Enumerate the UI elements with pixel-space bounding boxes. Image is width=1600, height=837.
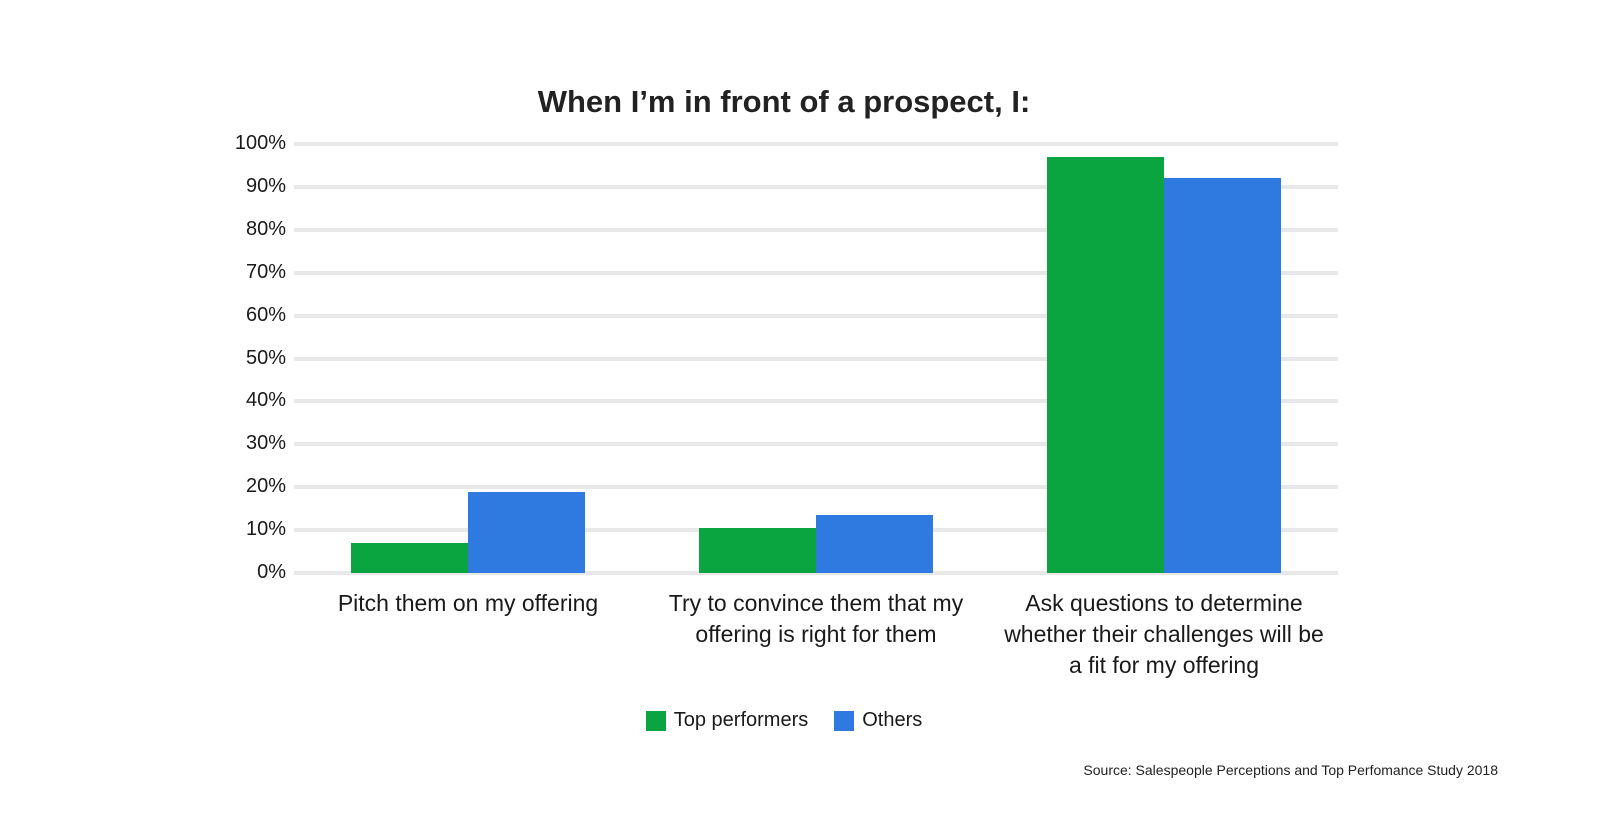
gridline [294,442,1338,447]
y-tick-label: 10% [245,518,286,541]
gridline [294,485,1338,490]
y-tick-label: 40% [245,389,286,412]
legend-item: Others [834,709,922,732]
gridline [294,571,1338,575]
y-tick-label: 50% [245,346,286,369]
y-tick-label: 60% [245,303,286,326]
gridline [294,142,1338,146]
gridline [294,399,1338,404]
x-category-label: Try to convince them that my offering is … [668,590,964,647]
bar-others [816,515,933,573]
x-category-label: Pitch them on my offering [337,590,599,616]
y-tick-label: 80% [245,217,286,240]
legend-label: Top performers [673,709,809,731]
gridline [294,313,1338,318]
legend-swatch [834,710,855,731]
bar-others [468,491,585,573]
y-tick-label: 20% [245,475,286,498]
chart-title: When I’m in front of a prospect, I: [537,84,1031,119]
bar-top-performers [699,527,816,573]
bar-top-performers [351,542,468,573]
legend-label: Others [862,709,923,731]
legend-swatch [645,710,666,731]
y-tick-label: 90% [245,174,286,197]
legend: Top performers Others [0,709,1568,732]
gridline [294,356,1338,361]
y-tick-label: 30% [245,432,286,455]
legend-item: Top performers [645,709,809,732]
bar-top-performers [1047,156,1164,573]
y-tick-label: 100% [234,132,286,154]
source-note: Source: Salespeople Perceptions and Top … [1083,762,1498,778]
plot-area [294,142,1338,575]
x-category-label: Ask questions to determine whether their … [1004,590,1324,678]
gridline [294,184,1338,189]
gridline [294,227,1338,232]
gridline [294,270,1338,275]
y-tick-label: 70% [245,260,286,283]
y-tick-label: 0% [257,561,286,583]
bar-others [1164,178,1281,573]
